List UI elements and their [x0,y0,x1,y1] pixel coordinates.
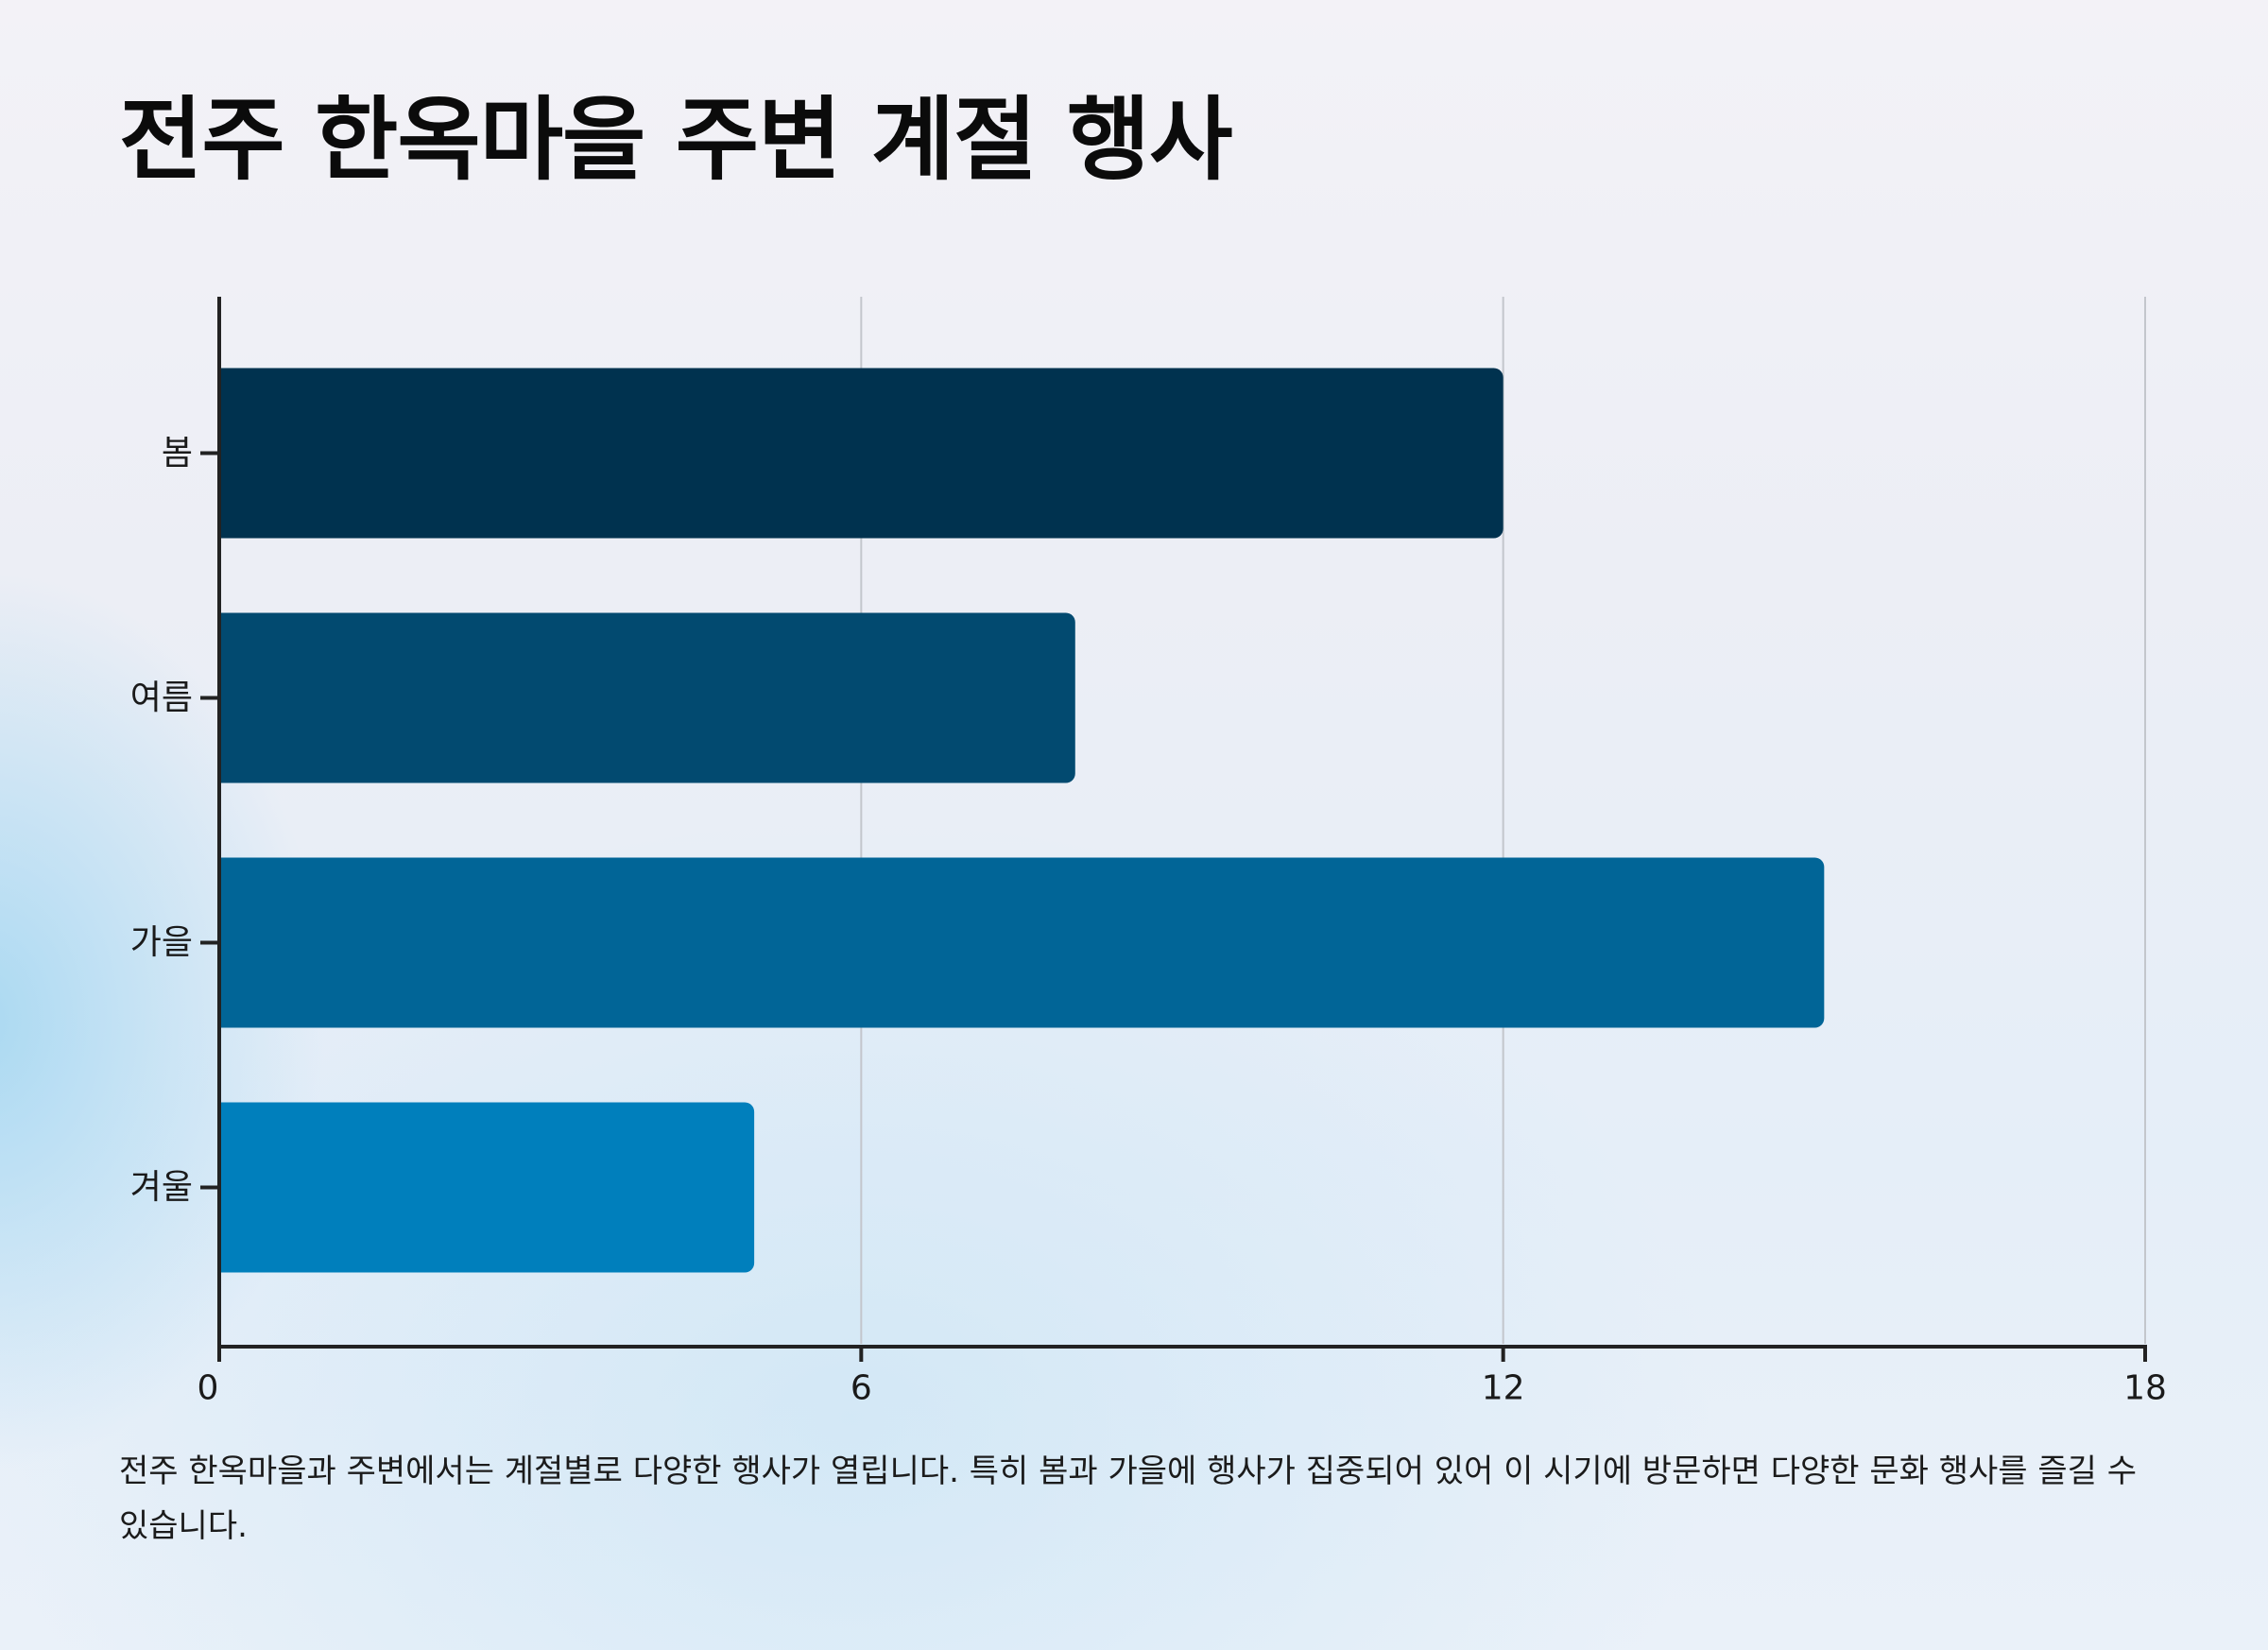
bar-4 [221,1102,755,1273]
x-tick-label-0: 0 [198,1369,219,1408]
bar-base-4 [221,1102,234,1273]
y-tick-label-1: 봄 [162,434,193,473]
y-tick-label-3: 가을 [130,923,193,962]
bar-base-3 [221,857,234,1028]
axis-layer [200,297,2147,1362]
y-tick-label-2: 여름 [130,679,193,717]
x-tick-label-18: 18 [2123,1369,2167,1408]
bar-layer [221,368,1825,1273]
bar-3 [221,857,1825,1028]
x-tick-label-6: 6 [850,1369,872,1408]
bar-base-1 [221,368,234,539]
page-title: 전주 한옥마을 주변 계절 행사 [119,87,1233,193]
bar-2 [221,612,1075,783]
bar-1 [221,368,1503,539]
x-tick-label-12: 12 [1482,1369,1525,1408]
chart-caption: 전주 한옥마을과 주변에서는 계절별로 다양한 행사가 열립니다. 특히 봄과 … [119,1452,2138,1545]
bar-base-2 [221,612,234,783]
y-tick-label-4: 겨울 [130,1168,193,1207]
